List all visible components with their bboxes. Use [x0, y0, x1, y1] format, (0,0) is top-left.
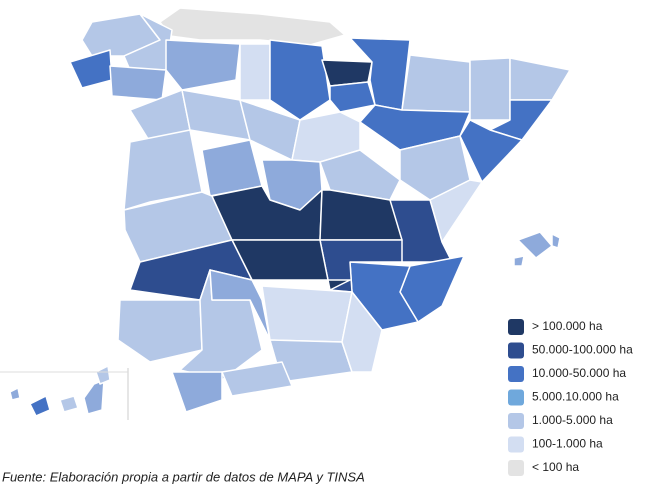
canary-islands	[0, 365, 129, 420]
legend-label: < 100 ha	[532, 460, 579, 474]
legend-swatch	[508, 319, 524, 335]
legend-label: 100-1.000 ha	[532, 437, 603, 451]
legend-label: 1.000-5.000 ha	[532, 413, 613, 427]
legend-label: 50.000-100.000 ha	[532, 343, 633, 357]
legend-swatch	[508, 436, 524, 453]
legend-swatch	[508, 342, 524, 359]
legend-swatch	[508, 389, 524, 406]
legend-label: 10.000-50.000 ha	[532, 366, 626, 380]
provinces	[69, 7, 571, 413]
legend-swatch	[508, 366, 524, 382]
legend-label: > 100.000 ha	[532, 319, 603, 333]
legend-swatch	[508, 413, 524, 429]
legend-label: 5.000.10.000 ha	[532, 390, 619, 404]
source-note: Fuente: Elaboración propia a partir de d…	[2, 469, 365, 484]
legend-swatch	[508, 460, 524, 476]
